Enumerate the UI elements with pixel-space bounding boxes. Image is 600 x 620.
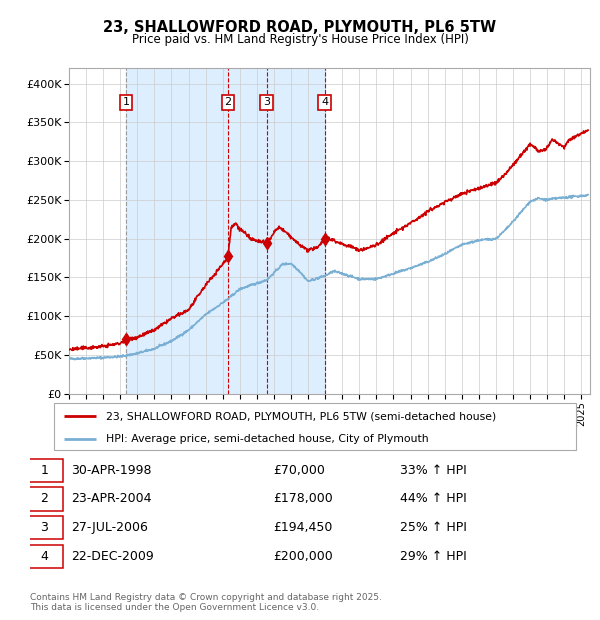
Text: 4: 4	[321, 97, 328, 107]
Text: 23, SHALLOWFORD ROAD, PLYMOUTH, PL6 5TW (semi-detached house): 23, SHALLOWFORD ROAD, PLYMOUTH, PL6 5TW …	[106, 411, 496, 421]
Text: £200,000: £200,000	[273, 550, 332, 563]
Text: £70,000: £70,000	[273, 464, 325, 477]
Text: £178,000: £178,000	[273, 492, 332, 505]
FancyBboxPatch shape	[26, 487, 63, 510]
Bar	[126, 68, 325, 394]
FancyBboxPatch shape	[54, 403, 576, 450]
Text: 29% ↑ HPI: 29% ↑ HPI	[400, 550, 467, 563]
FancyBboxPatch shape	[26, 545, 63, 569]
Text: 1: 1	[122, 97, 130, 107]
Text: 2: 2	[40, 492, 48, 505]
Text: 33% ↑ HPI: 33% ↑ HPI	[400, 464, 467, 477]
Text: 4: 4	[40, 550, 48, 563]
Text: 22-DEC-2009: 22-DEC-2009	[71, 550, 154, 563]
Text: Price paid vs. HM Land Registry's House Price Index (HPI): Price paid vs. HM Land Registry's House …	[131, 33, 469, 46]
FancyBboxPatch shape	[26, 459, 63, 482]
Text: £194,450: £194,450	[273, 521, 332, 534]
Text: HPI: Average price, semi-detached house, City of Plymouth: HPI: Average price, semi-detached house,…	[106, 434, 429, 445]
Text: 30-APR-1998: 30-APR-1998	[71, 464, 152, 477]
Text: 23, SHALLOWFORD ROAD, PLYMOUTH, PL6 5TW: 23, SHALLOWFORD ROAD, PLYMOUTH, PL6 5TW	[103, 20, 497, 35]
Text: 23-APR-2004: 23-APR-2004	[71, 492, 152, 505]
FancyBboxPatch shape	[26, 516, 63, 539]
Text: Contains HM Land Registry data © Crown copyright and database right 2025.
This d: Contains HM Land Registry data © Crown c…	[30, 593, 382, 613]
Text: 3: 3	[40, 521, 48, 534]
Text: 25% ↑ HPI: 25% ↑ HPI	[400, 521, 467, 534]
Text: 1: 1	[40, 464, 48, 477]
Text: 3: 3	[263, 97, 270, 107]
Text: 2: 2	[224, 97, 232, 107]
Text: 44% ↑ HPI: 44% ↑ HPI	[400, 492, 467, 505]
Text: 27-JUL-2006: 27-JUL-2006	[71, 521, 148, 534]
